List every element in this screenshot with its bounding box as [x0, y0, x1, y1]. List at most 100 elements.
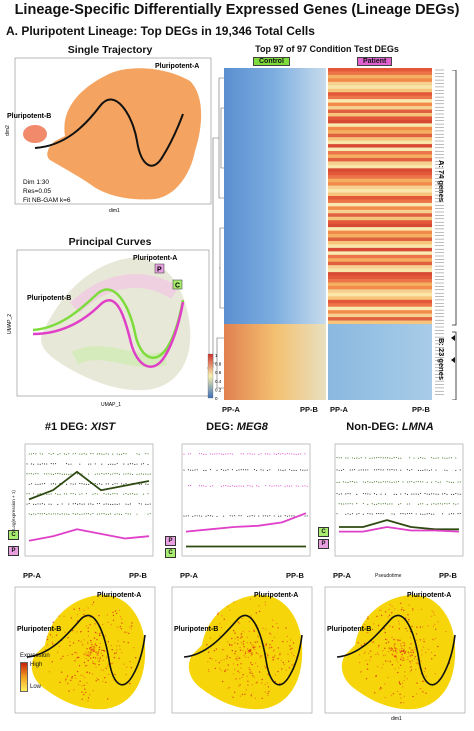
expression-dot: [62, 513, 63, 514]
expression-cell: [394, 668, 395, 669]
expression-cell: [381, 667, 382, 668]
expression-dot: [455, 457, 456, 458]
expression-dot: [221, 454, 222, 455]
expression-cell: [388, 641, 389, 642]
expression-cell: [403, 642, 404, 643]
expression-dot: [265, 453, 266, 454]
expression-dot: [26, 504, 27, 505]
expression-dot: [442, 493, 443, 494]
expression-dot: [374, 504, 375, 505]
expression-dot: [31, 483, 32, 484]
expression-dot: [413, 493, 414, 494]
expression-dot: [407, 482, 408, 483]
heatmap-patient-row: [328, 248, 432, 252]
expression-dot: [201, 485, 202, 486]
expression-dot: [79, 503, 80, 504]
expression-dot: [389, 458, 390, 459]
expression-cell: [404, 643, 405, 644]
expression-cell: [285, 627, 286, 628]
expression-dot: [367, 513, 368, 514]
expression-dot: [356, 503, 357, 504]
expression-cell: [130, 661, 131, 662]
expression-cell: [383, 664, 384, 665]
expression-dot: [260, 469, 261, 470]
expression-cell: [251, 673, 252, 674]
expression-dot: [223, 516, 224, 517]
expression-cell: [407, 678, 408, 679]
expression-dot: [385, 494, 386, 495]
expression-dot: [141, 503, 142, 504]
expression-dot: [121, 454, 122, 455]
expression-dot: [424, 458, 425, 459]
expression-dot: [444, 493, 445, 494]
expression-dot: [265, 515, 266, 516]
expression-dot: [110, 464, 111, 465]
expression-cell: [247, 642, 248, 643]
expression-dot: [97, 453, 98, 454]
expression-dot: [183, 470, 184, 471]
expression-cell: [390, 604, 391, 605]
expression-dot: [307, 469, 308, 470]
expression-dot: [186, 515, 187, 516]
expression-dot: [42, 463, 43, 464]
gene-tag-c: C: [8, 530, 19, 540]
expression-dot: [376, 469, 377, 470]
expression-cell: [399, 623, 400, 624]
expression-dot: [51, 514, 52, 515]
expression-dot: [446, 470, 447, 471]
heatmap-patient-row: [328, 296, 432, 300]
expression-dot: [352, 513, 353, 514]
expression-dot: [197, 515, 198, 516]
expression-dot: [361, 457, 362, 458]
expression-dot: [376, 494, 377, 495]
expression-dot: [55, 473, 56, 474]
expression-cell: [103, 650, 104, 651]
expression-dot: [442, 513, 443, 514]
expression-cell: [376, 616, 377, 617]
expression-dot: [110, 504, 111, 505]
heatmap-x-left-end: PP-B: [300, 405, 318, 414]
expression-cell: [410, 643, 411, 644]
expression-cell: [77, 657, 78, 658]
expression-dot: [347, 493, 348, 494]
expression-dot: [48, 473, 49, 474]
expression-dot: [26, 473, 27, 474]
expression-cell: [289, 645, 290, 646]
expression-cell: [379, 610, 380, 611]
expression-cell: [232, 697, 233, 698]
expression-dot: [391, 458, 392, 459]
expression-cell: [397, 672, 398, 673]
expression-dot: [59, 473, 60, 474]
expression-dot: [345, 457, 346, 458]
expression-cell: [391, 647, 392, 648]
expression-dot: [68, 514, 69, 515]
expression-dot: [367, 481, 368, 482]
expression-dot: [90, 453, 91, 454]
expression-dot: [418, 504, 419, 505]
expression-cell: [287, 636, 288, 637]
expression-dot: [190, 470, 191, 471]
expression-dot: [433, 503, 434, 504]
expression-dot: [378, 469, 379, 470]
expression-cell: [424, 671, 425, 672]
expression-dot: [103, 513, 104, 514]
expression-cell: [249, 672, 250, 673]
expression-dot: [44, 504, 45, 505]
expression-cell: [257, 653, 258, 654]
expression-dot: [453, 503, 454, 504]
expression-cell: [81, 692, 82, 693]
expression-cell: [256, 682, 257, 683]
expression-cell: [227, 669, 228, 670]
expression-cell: [112, 612, 113, 613]
expression-cell: [62, 656, 63, 657]
expression-cell: [64, 632, 65, 633]
expression-cell: [400, 697, 401, 698]
expression-cell: [267, 654, 268, 655]
expression-cell: [435, 638, 436, 639]
expression-cell: [403, 610, 404, 611]
expression-dot: [183, 454, 184, 455]
expression-label-a: Pluripotent-A: [407, 592, 451, 599]
expression-dot: [427, 494, 428, 495]
expression-dot: [418, 470, 419, 471]
expression-dot: [341, 493, 342, 494]
